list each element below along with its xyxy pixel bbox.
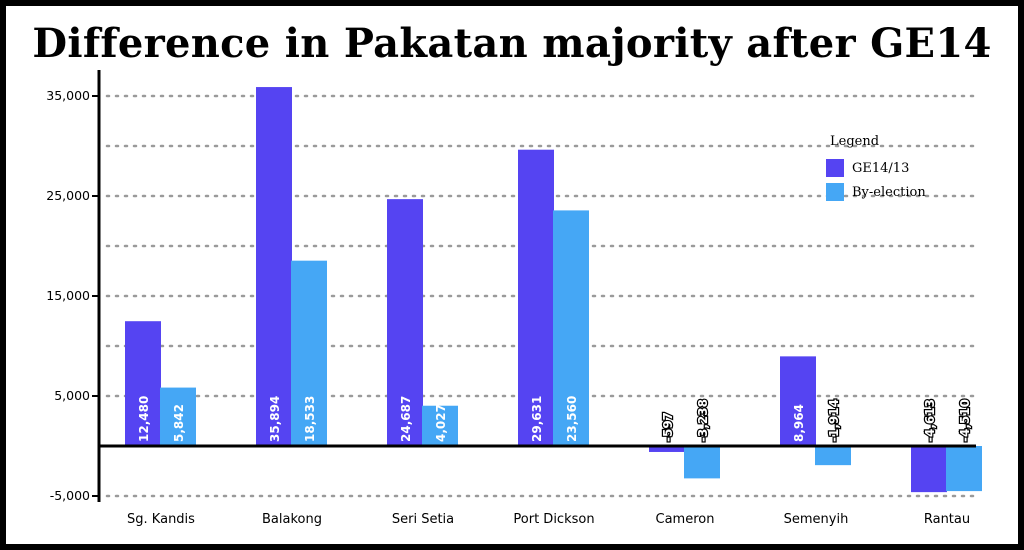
labels: -5,000 5,000 15,000 25,000 35,000 12,480 5,842… xyxy=(46,88,973,527)
bar-value-label: 4,027 xyxy=(434,404,448,442)
bar-value-label: 29,631 xyxy=(530,396,544,442)
y-tick-label: 15,000 xyxy=(46,288,90,303)
legend-item-ge14: GE14/13 xyxy=(826,156,976,180)
y-tick-label: -5,000 xyxy=(50,488,90,503)
bar xyxy=(780,356,816,446)
bar-value-label: 12,480 xyxy=(137,396,151,442)
bar-value-label: 5,842 xyxy=(172,404,186,442)
legend-label-ge14: GE14/13 xyxy=(852,160,910,176)
x-category-label: Semenyih xyxy=(784,512,849,527)
axes xyxy=(92,70,976,502)
legend-swatch-ge14 xyxy=(826,159,844,177)
x-category-label: Sg. Kandis xyxy=(127,512,195,527)
bar xyxy=(422,405,458,446)
legend-label-by-election: By-election xyxy=(852,184,926,200)
y-tick-label: 35,000 xyxy=(46,88,90,103)
legend-swatch-by-election xyxy=(826,183,844,201)
bar xyxy=(256,87,292,446)
x-category-label: Balakong xyxy=(262,512,322,527)
bar-value-label: -3,238 xyxy=(696,399,710,442)
bar-value-label: 18,533 xyxy=(303,396,317,442)
bar xyxy=(649,446,685,452)
bar xyxy=(160,387,196,446)
bar-value-label: -597 xyxy=(661,412,675,442)
bar-value-label: -4,510 xyxy=(958,399,972,442)
legend-item-by-election: By-election xyxy=(826,180,976,204)
bar-value-label: 24,687 xyxy=(399,396,413,442)
bar xyxy=(387,199,423,446)
bar-value-label: 8,964 xyxy=(792,404,806,442)
bar-value-label: 35,894 xyxy=(268,396,282,442)
bar xyxy=(911,446,947,493)
chart-title: Difference in Pakatan majority after GE1… xyxy=(32,20,992,67)
legend-title: Legend xyxy=(830,134,880,149)
x-category-label: Cameron xyxy=(656,512,715,527)
x-category-label: Port Dickson xyxy=(513,512,594,527)
y-tick-label: 25,000 xyxy=(46,188,90,203)
bar xyxy=(291,260,327,446)
bar-value-label: 23,560 xyxy=(565,396,579,442)
bars xyxy=(125,87,982,493)
bar xyxy=(946,446,982,492)
x-category-label: Rantau xyxy=(924,512,970,527)
x-category-label: Seri Setia xyxy=(392,512,454,527)
bar xyxy=(815,446,851,466)
bar xyxy=(684,446,720,479)
bar xyxy=(518,149,554,446)
bar xyxy=(553,210,589,446)
bar xyxy=(125,321,161,446)
legend: Legend GE14/13 By-election xyxy=(826,134,976,204)
bar-value-label: -4,613 xyxy=(923,399,937,442)
bar-value-label: -1,914 xyxy=(827,399,841,442)
y-tick-label: 5,000 xyxy=(54,388,90,403)
